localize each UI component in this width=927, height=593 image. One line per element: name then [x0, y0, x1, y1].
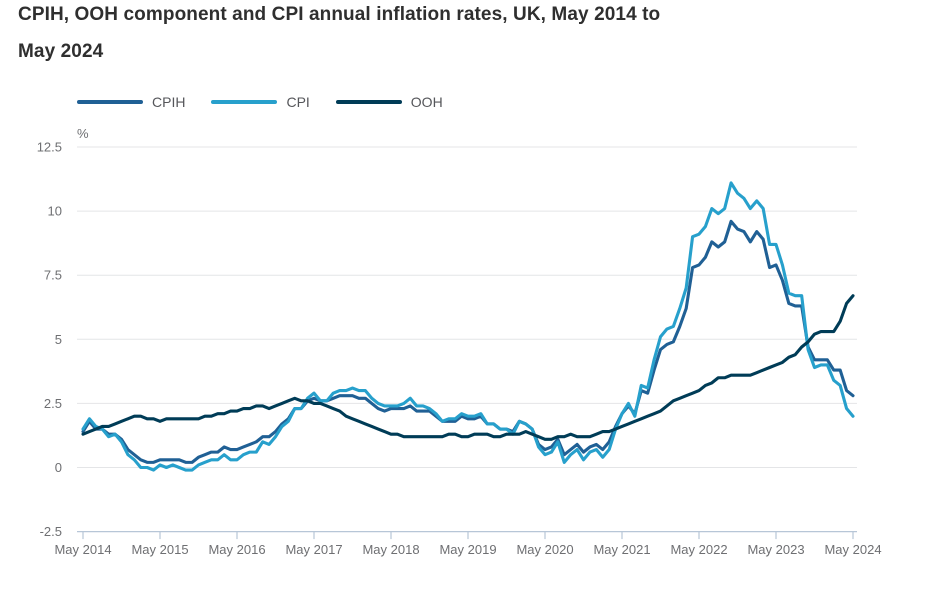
y-axis-tick-label: 5 — [55, 332, 62, 347]
legend-label-ooh: OOH — [410, 94, 443, 110]
x-axis-tick-label: May 2022 — [670, 542, 727, 557]
chart-title-line-1: CPIH, OOH component and CPI annual infla… — [18, 4, 661, 25]
x-axis-tick-label: May 2019 — [439, 542, 496, 557]
cpi-line-swatch-icon — [211, 99, 278, 105]
legend-label-cpih: CPIH — [152, 94, 186, 110]
x-axis-tick-label: May 2020 — [516, 542, 573, 557]
cpi-line — [81, 181, 855, 472]
y-axis-tick-label: 10 — [48, 204, 62, 219]
y-axis-unit-label: % — [77, 126, 89, 141]
x-axis-tick-label: May 2015 — [131, 542, 188, 557]
ooh-line-swatch-icon — [335, 99, 402, 105]
x-axis-tick-label: May 2024 — [824, 542, 881, 557]
legend-item-ooh[interactable]: OOH — [335, 94, 443, 110]
x-axis-tick-label: May 2017 — [285, 542, 342, 557]
cpih-line-swatch-icon — [77, 99, 143, 105]
x-axis-tick-label: May 2014 — [54, 542, 111, 557]
x-axis-tick-label: May 2021 — [593, 542, 650, 557]
y-axis-tick-label: 2.5 — [44, 396, 62, 411]
legend-label-cpi: CPI — [286, 94, 310, 110]
y-axis-tick-label: 7.5 — [44, 268, 62, 283]
legend-item-cpi[interactable]: CPI — [211, 94, 310, 110]
y-axis-tick-label: -2.5 — [40, 524, 62, 539]
ooh-line — [81, 294, 855, 441]
legend-item-cpih[interactable]: CPIH — [77, 94, 185, 110]
chart-legend: CPIH CPI OOH — [77, 94, 443, 110]
y-axis-tick-label: 0 — [55, 460, 62, 475]
y-axis-tick-label: 12.5 — [37, 140, 62, 155]
x-axis-tick-label: May 2018 — [362, 542, 419, 557]
x-axis-tick-label: May 2023 — [747, 542, 804, 557]
cpih-line — [81, 219, 855, 464]
x-axis-tick-label: May 2016 — [208, 542, 265, 557]
chart-title-line-2: May 2024 — [18, 41, 104, 62]
